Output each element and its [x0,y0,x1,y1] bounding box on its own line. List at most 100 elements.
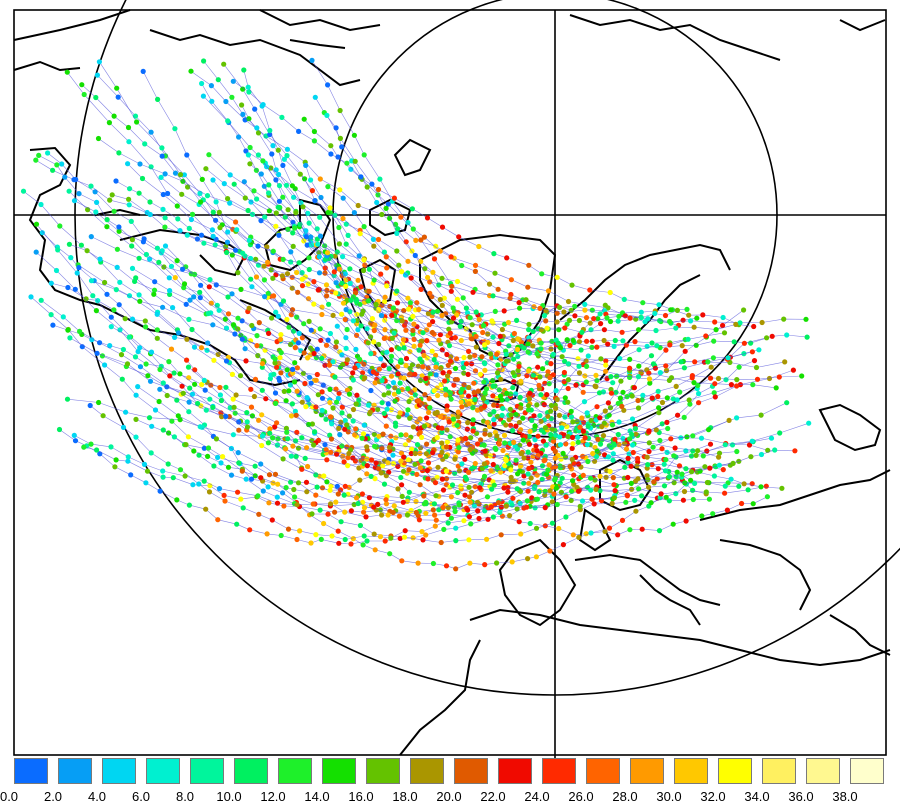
track-point [434,409,440,415]
track-point [154,245,160,251]
track-point [565,361,572,367]
track-point [235,270,241,276]
track-point [159,153,165,159]
track-point [227,200,233,206]
track-point [645,477,651,483]
track-point [582,307,588,313]
track-point [104,291,110,297]
track-point [594,344,600,350]
track-point [555,340,561,346]
track-point [472,368,479,374]
track-point [424,215,431,221]
track-point [327,414,334,420]
track-point [378,356,384,362]
track-point [423,451,429,457]
track-point [221,492,227,498]
track-point [583,315,590,321]
track-point [548,402,555,409]
legend-label: 30.0 [656,789,682,804]
legend-label: 22.0 [480,789,506,804]
track-point [316,270,323,276]
track-point [505,319,512,326]
track-point [355,327,361,333]
track-point [381,249,387,255]
track-point [386,444,393,450]
track-point [617,355,623,362]
track-point [379,445,385,451]
track-point [323,342,330,348]
track-point [585,353,591,359]
track-point [565,434,571,440]
track-point [350,418,356,424]
track-point [345,455,351,461]
track-point [466,469,472,475]
track-point [96,59,102,65]
track-point [759,319,765,326]
track-point [412,450,418,457]
track-point [409,446,415,452]
track-point [270,248,276,254]
track-point [357,231,363,237]
track-point [399,269,405,275]
track-point [81,444,87,450]
track-point [274,364,280,370]
track-point [376,466,382,472]
track-point [314,371,320,378]
track-point [361,505,368,511]
track-point [71,177,77,183]
track-point [266,500,272,506]
track-point [404,498,410,504]
track-point [672,445,678,451]
track-point [149,423,155,429]
track-point [157,488,163,494]
track-point [417,482,423,488]
track-point [557,304,563,310]
track-point [663,457,669,463]
track-point [487,411,493,418]
track-point [278,370,284,376]
track-point [205,340,211,346]
track-point [703,333,709,339]
track-point [452,456,458,462]
track-point [339,144,345,150]
track-point [128,472,134,478]
track-point [362,262,368,268]
track-point [297,221,303,227]
track-point [419,373,425,379]
track-point [602,528,608,535]
track-point [71,198,78,204]
track-point [142,141,148,147]
track-point [508,291,514,298]
track-point [208,83,214,89]
track-point [711,338,717,344]
track-point [475,441,481,447]
track-point [385,401,391,407]
track-point [253,167,259,173]
track-point [371,504,377,510]
track-point [470,289,476,295]
track-point [377,534,384,540]
track-point [355,277,361,283]
track-point [357,356,363,362]
track-point [369,457,375,463]
track-point [570,419,576,425]
track-point [225,196,231,202]
track-point [350,377,356,383]
track-point [276,375,282,381]
track-point [467,354,473,360]
track-point [206,489,213,495]
track-point [172,170,179,176]
track-point [440,487,447,493]
track-point [611,495,618,501]
track-point [442,378,448,384]
track-point [439,312,445,319]
track-point [737,320,743,326]
track-point [167,288,173,294]
track-point [421,423,427,429]
track-point [663,363,669,369]
track-point [553,405,559,411]
track-point [606,525,613,531]
track-point [147,211,153,218]
track-line [102,355,767,495]
track-point [482,448,488,454]
